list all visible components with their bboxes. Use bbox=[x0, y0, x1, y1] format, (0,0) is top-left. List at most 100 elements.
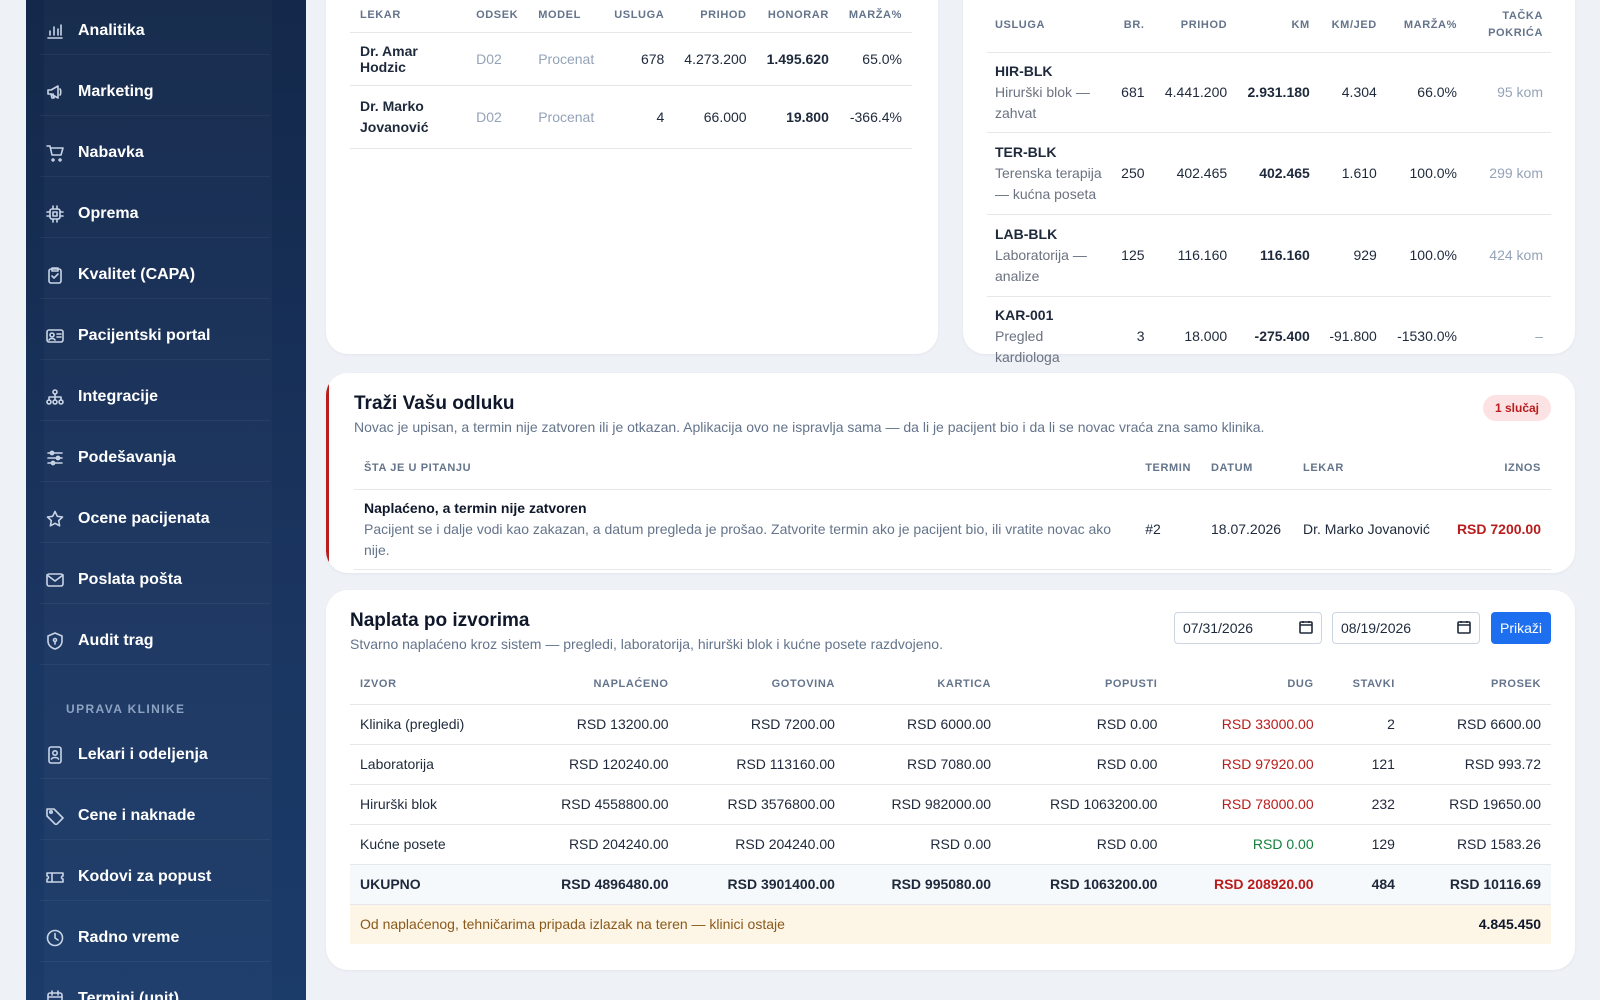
sidebar-item-pacijentski-portal[interactable]: Pacijentski portal bbox=[40, 312, 270, 360]
service-count: 125 bbox=[1111, 214, 1153, 297]
total-label: UKUPNO bbox=[350, 864, 513, 905]
service-margin: -1530.0% bbox=[1384, 296, 1465, 377]
note-value: 4.845.450 bbox=[1404, 904, 1551, 944]
service-cell: KAR-001 Pregled kardiologa bbox=[987, 296, 1111, 377]
bar-chart-icon bbox=[46, 22, 64, 40]
sidebar-item-analitika[interactable]: Analitika bbox=[40, 7, 270, 55]
table-row[interactable]: HIR-BLK Hirurški blok — zahvat 681 4.441… bbox=[987, 52, 1551, 133]
service-break-even: 424 kom bbox=[1465, 214, 1551, 297]
table-row[interactable]: TER-BLK Terenska terapija — kućna poseta … bbox=[987, 132, 1551, 215]
date-to-value: 08/19/2026 bbox=[1341, 620, 1412, 636]
decision-table: ŠTA JE U PITANJU TERMIN DATUM LEKAR IZNO… bbox=[354, 447, 1551, 570]
sidebar-item-kvalitet[interactable]: Kvalitet (CAPA) bbox=[40, 251, 270, 299]
source-cash: RSD 113160.00 bbox=[678, 744, 845, 785]
service-revenue: 4.441.200 bbox=[1152, 52, 1236, 133]
source-collected: RSD 204240.00 bbox=[512, 824, 679, 865]
col-header-prosek: PROSEK bbox=[1404, 664, 1551, 705]
appointment-date: 18.07.2026 bbox=[1201, 489, 1293, 570]
table-row[interactable]: LAB-BLK Laboratorija — analize 125 116.16… bbox=[987, 214, 1551, 297]
sidebar-item-poslata-posta[interactable]: Poslata pošta bbox=[40, 556, 270, 604]
service-margin: 100.0% bbox=[1384, 132, 1465, 215]
col-header-stavki: STAVKI bbox=[1323, 664, 1405, 705]
source-average: RSD 993.72 bbox=[1404, 744, 1551, 785]
service-code: KAR-001 bbox=[995, 307, 1054, 323]
sliders-icon bbox=[46, 449, 64, 467]
sidebar-item-label: Analitika bbox=[78, 21, 145, 39]
sidebar-item-nabavka[interactable]: Nabavka bbox=[40, 129, 270, 177]
table-row[interactable]: Hirurški blok RSD 4558800.00 RSD 3576800… bbox=[350, 784, 1551, 825]
table-row[interactable]: Laboratorija RSD 120240.00 RSD 113160.00… bbox=[350, 744, 1551, 785]
table-row[interactable]: Dr. Marko Jovanović D02 Procenat 4 66.00… bbox=[350, 84, 912, 149]
col-header-prihod: PRIHOD bbox=[1180, 19, 1228, 31]
source-average: RSD 6600.00 bbox=[1404, 704, 1551, 745]
total-row: UKUPNO RSD 4896480.00 RSD 3901400.00 RSD… bbox=[350, 864, 1551, 905]
note-text: Od naplaćenog, tehničarima pripada izlaz… bbox=[350, 904, 1405, 944]
sidebar-item-label: Nabavka bbox=[78, 143, 144, 161]
calendar-icon[interactable] bbox=[1457, 620, 1471, 637]
doctors-card: LEKAR ODSEK MODEL USLUGA PRIHOD HONORAR … bbox=[326, 0, 938, 354]
service-name: Hirurški blok — zahvat bbox=[995, 84, 1090, 121]
doctor-name: Dr. Amar Hodzic bbox=[350, 31, 467, 85]
table-row[interactable]: Klinika (pregledi) RSD 13200.00 RSD 7200… bbox=[350, 704, 1551, 745]
service-cell: TER-BLK Terenska terapija — kućna poseta bbox=[987, 132, 1111, 215]
source-cash: RSD 204240.00 bbox=[678, 824, 845, 865]
sidebar-item-label: Podešavanja bbox=[78, 448, 176, 466]
appointment-number[interactable]: #2 bbox=[1135, 489, 1201, 570]
source-collected: RSD 13200.00 bbox=[512, 704, 679, 745]
sidebar-item-oprema[interactable]: Oprema bbox=[40, 190, 270, 238]
source-discounts: RSD 0.00 bbox=[1001, 704, 1168, 745]
clock-icon bbox=[46, 929, 64, 947]
doctor-model: Procenat bbox=[528, 31, 605, 85]
table-header-row: IZVOR NAPLAĆENO GOTOVINA KARTICA POPUSTI… bbox=[350, 664, 1551, 705]
service-cell: LAB-BLK Laboratorija — analize bbox=[987, 214, 1111, 297]
sidebar-item-termini[interactable]: Termini (unit) bbox=[40, 975, 270, 1000]
col-header-popusti: POPUSTI bbox=[1001, 664, 1168, 705]
sidebar-item-marketing[interactable]: Marketing bbox=[40, 68, 270, 116]
col-header-dug: DUG bbox=[1167, 664, 1324, 705]
source-collected: RSD 4558800.00 bbox=[512, 784, 679, 825]
col-header-izvor: IZVOR bbox=[350, 664, 513, 705]
doctor-margin: -366.4% bbox=[838, 84, 912, 149]
sidebar-item-podesavanja[interactable]: Podešavanja bbox=[40, 434, 270, 482]
doctor-services: 4 bbox=[604, 84, 675, 149]
sidebar-item-label: Cene i naknade bbox=[78, 806, 196, 824]
total-average: RSD 10116.69 bbox=[1404, 864, 1551, 905]
sidebar-item-ocene-pacijenata[interactable]: Ocene pacijenata bbox=[40, 495, 270, 543]
table-row[interactable]: Dr. Amar Hodzic D02 Procenat 678 4.273.2… bbox=[350, 31, 912, 85]
service-km: 402.465 bbox=[1235, 132, 1318, 215]
sidebar-item-cene-i-naknade[interactable]: Cene i naknade bbox=[40, 792, 270, 840]
total-card: RSD 995080.00 bbox=[844, 864, 1002, 905]
tag-icon bbox=[46, 807, 64, 825]
sidebar-item-integracije[interactable]: Integracije bbox=[40, 373, 270, 421]
service-margin: 100.0% bbox=[1384, 214, 1465, 297]
col-header-km-jed: KM/JED bbox=[1331, 19, 1377, 31]
date-from-input[interactable]: 07/31/2026 bbox=[1174, 612, 1322, 644]
doctor-department: D02 bbox=[466, 84, 529, 149]
source-card: RSD 0.00 bbox=[844, 824, 1002, 865]
table-row[interactable]: Kućne posete RSD 204240.00 RSD 204240.00… bbox=[350, 824, 1551, 865]
doctor-model: Procenat bbox=[528, 84, 605, 149]
service-margin: 66.0% bbox=[1384, 52, 1465, 133]
source-cash: RSD 3576800.00 bbox=[678, 784, 845, 825]
service-code: HIR-BLK bbox=[995, 63, 1053, 79]
sidebar-item-kodovi-za-popust[interactable]: Kodovi za popust bbox=[40, 853, 270, 901]
decision-title: Traži Vašu odluku bbox=[354, 393, 515, 414]
sidebar bbox=[26, 0, 306, 1000]
show-button[interactable]: Prikaži bbox=[1491, 612, 1551, 644]
col-header-lekar: LEKAR bbox=[360, 8, 401, 21]
sidebar-item-label: Kodovi za popust bbox=[78, 867, 212, 885]
sidebar-item-label: Integracije bbox=[78, 387, 159, 405]
table-row[interactable]: Naplaćeno, a termin nije zatvoren Pacije… bbox=[354, 489, 1551, 570]
service-km: 116.160 bbox=[1235, 214, 1318, 297]
total-debt: RSD 208920.00 bbox=[1167, 864, 1324, 905]
sidebar-item-audit-trag[interactable]: Audit trag bbox=[40, 617, 270, 665]
sidebar-item-radno-vreme[interactable]: Radno vreme bbox=[40, 914, 270, 962]
source-card: RSD 7080.00 bbox=[844, 744, 1002, 785]
doctor-fee: 1.495.620 bbox=[756, 31, 839, 85]
table-row[interactable]: KAR-001 Pregled kardiologa 3 18.000 -275… bbox=[987, 296, 1551, 377]
calendar-icon[interactable] bbox=[1299, 620, 1313, 637]
col-header-lekar: LEKAR bbox=[1293, 447, 1443, 490]
date-to-input[interactable]: 08/19/2026 bbox=[1332, 612, 1480, 644]
source-debt: RSD 78000.00 bbox=[1167, 784, 1324, 825]
sidebar-item-lekari-i-odeljenja[interactable]: Lekari i odeljenja bbox=[40, 731, 270, 779]
